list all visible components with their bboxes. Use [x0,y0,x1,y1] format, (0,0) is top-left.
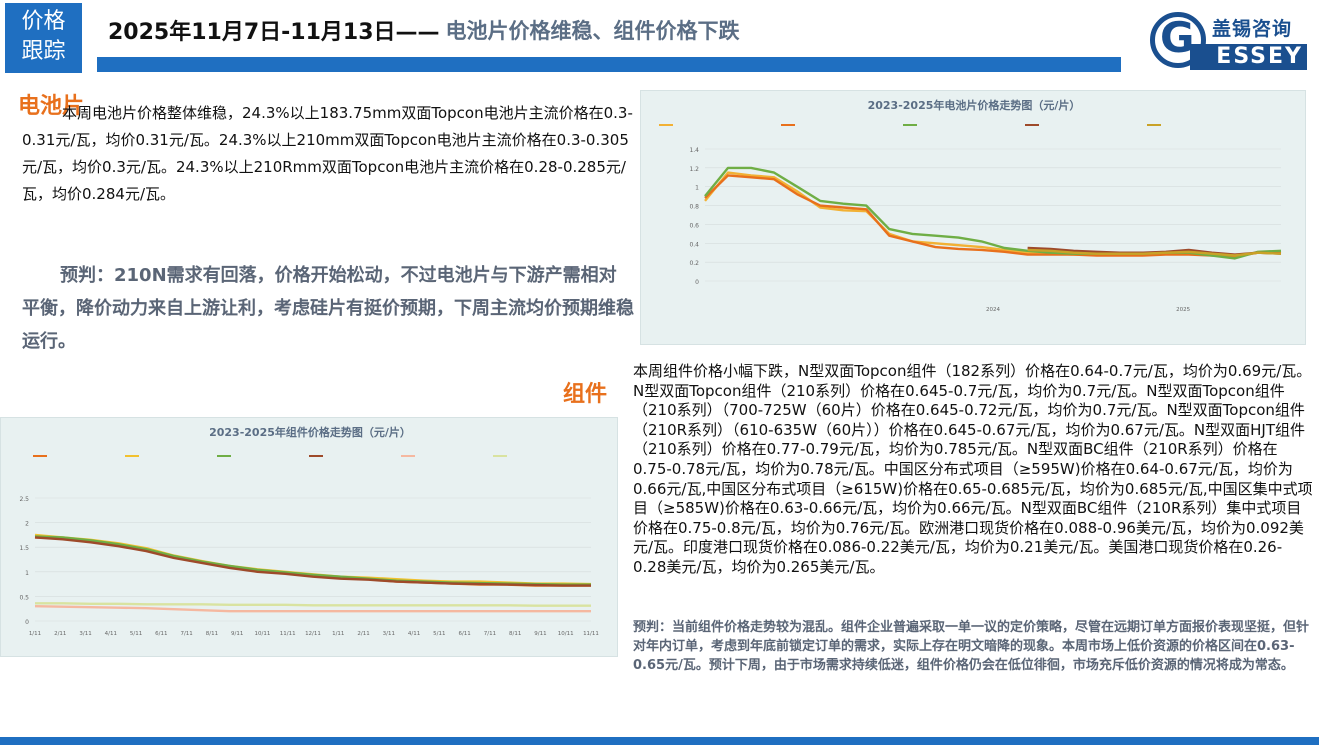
x-tick-label: 6/11 [155,631,167,637]
x-tick-label: 5/11 [433,631,445,637]
series-line [34,605,591,613]
x-tick-label: 12/11 [305,631,321,637]
chart-title: 2023-2025年组件价格走势图（元/片） [209,425,411,439]
section-tag: 价格 跟踪 [5,3,82,73]
module-price-chart-svg: 2023-2025年组件价格走势图（元/片） 0 0.5 1 1.5 2 2.5 1/11 2/… [19,425,599,637]
cell-price-chart: 2023-2025年电池片价格走势图（元/片） 0 0.2 0.4 0.6 0.8 1 1.2… [640,90,1306,345]
x-tick-label: 9/11 [534,631,546,637]
bottom-bar [0,737,1319,745]
y-tick-label: 0.6 [689,222,699,229]
x-tick-label: 4/11 [408,631,420,637]
x-tick-label: 11/11 [583,631,599,637]
logo-chinese-name: 盖锡咨询 [1212,18,1293,40]
module-summary: 本周组件价格小幅下跌，N型双面Topcon组件（182系列）价格在0.64-0.… [633,362,1313,576]
x-tick-label: 10/11 [558,631,574,637]
module-forecast: 预判：当前组件价格走势较为混乱。组件企业普遍采取一单一议的定价策略，尽管在远期订… [633,620,1310,673]
y-tick-label: 1 [695,185,699,192]
x-tick-label: 7/11 [484,631,496,637]
page-title: 2025年11月7日-11月13日—— 电池片价格维稳、组件价格下跌 [108,12,740,48]
series-line [35,602,591,607]
x-tick-label: 7/11 [180,631,192,637]
y-tick-label: 0 [695,279,699,286]
title-date-range: 2025年11月7日-11月13日—— [108,20,440,45]
title-subtitle: 电池片价格维稳、组件价格下跌 [445,19,740,43]
y-tick-label: 1.5 [19,545,29,552]
x-tick-label: 4/11 [105,631,117,637]
y-tick-label: 0.2 [689,260,699,267]
cell-summary: 本周电池片价格整体维稳，24.3%以上183.75mm双面Topcon电池片主流… [22,104,633,203]
year-label: 2024 [986,307,1000,313]
x-tick-label: 1/11 [332,631,344,637]
y-tick-label: 0 [25,619,29,626]
series-line [1027,248,1282,257]
x-tick-label: 3/11 [79,631,91,637]
tag-line-1: 价格 [21,9,66,34]
x-tick-label: 3/11 [383,631,395,637]
y-tick-label: 0.5 [19,594,29,601]
x-tick-label: 5/11 [130,631,142,637]
logo-english-name: ESSEY [1190,44,1307,70]
module-price-chart: 2023-2025年组件价格走势图（元/片） 0 0.5 1 1.5 2 2.5 1/11 2/… [0,417,618,657]
tag-line-2: 跟踪 [21,39,66,64]
x-tick-label: 11/11 [280,631,296,637]
x-tick-label: 2/11 [54,631,66,637]
x-tick-label: 1/11 [29,631,41,637]
year-label: 2025 [1176,307,1190,313]
series-line [704,174,1281,258]
x-tick-label: 10/11 [255,631,271,637]
logo-ring [1150,12,1206,68]
x-tick-label: 8/11 [509,631,521,637]
y-tick-label: 2 [25,521,29,528]
series-line [34,536,591,587]
cell-heading: 电池片 [18,94,85,119]
x-tick-label: 6/11 [458,631,470,637]
logo-letter: G [1160,13,1195,62]
series-line [704,166,1282,260]
x-tick-label: 8/11 [206,631,218,637]
y-tick-label: 1 [25,570,29,577]
module-heading: 组件 [563,382,608,407]
title-underline-bar [97,57,1121,72]
cell-forecast: 预判：210N需求有回落，价格开始松动，不过电池片与下游产需相对平衡，降价动力来… [22,265,634,352]
cell-price-chart-svg: 2023-2025年电池片价格走势图（元/片） 0 0.2 0.4 0.6 0.8 1 1.2… [659,98,1282,313]
x-tick-label: 2/11 [357,631,369,637]
y-tick-label: 0.4 [689,241,699,248]
x-tick-label: 9/11 [231,631,243,637]
y-tick-label: 0.8 [689,204,699,211]
chart-title: 2023-2025年电池片价格走势图（元/片） [868,98,1081,112]
y-tick-label: 1.2 [689,166,699,173]
y-tick-label: 1.4 [689,147,699,154]
y-tick-label: 2.5 [19,496,29,503]
gessey-logo: G 盖锡咨询 ESSEY [1150,10,1310,72]
